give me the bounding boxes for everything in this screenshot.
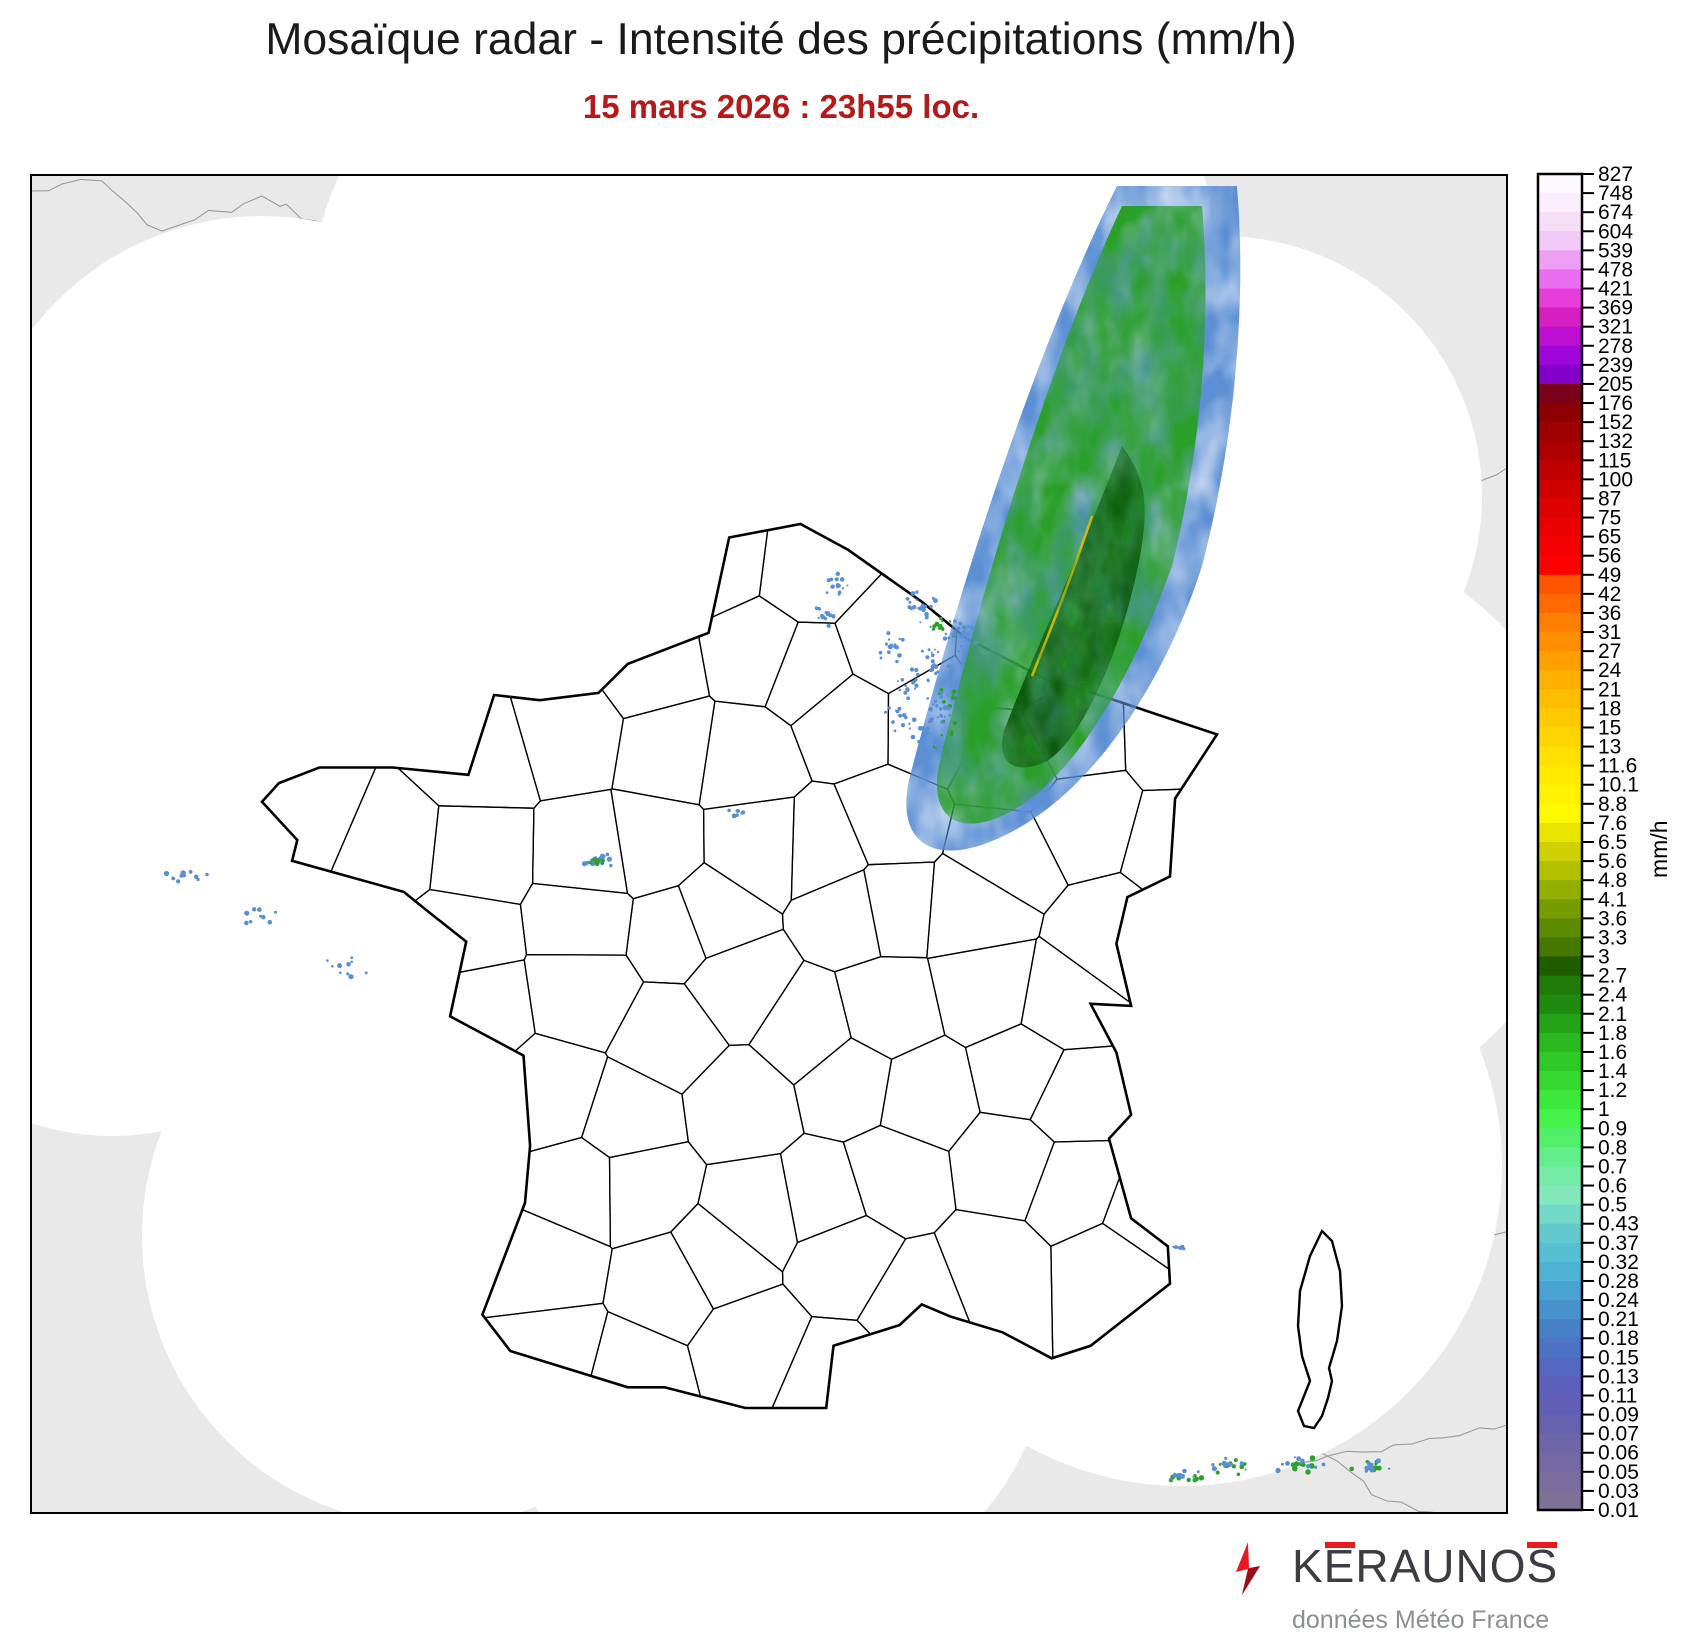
svg-text:données Météo France: données Météo France — [1292, 1606, 1549, 1634]
svg-text:0.01: 0.01 — [1598, 1499, 1639, 1522]
svg-text:mm/h: mm/h — [1646, 821, 1672, 879]
